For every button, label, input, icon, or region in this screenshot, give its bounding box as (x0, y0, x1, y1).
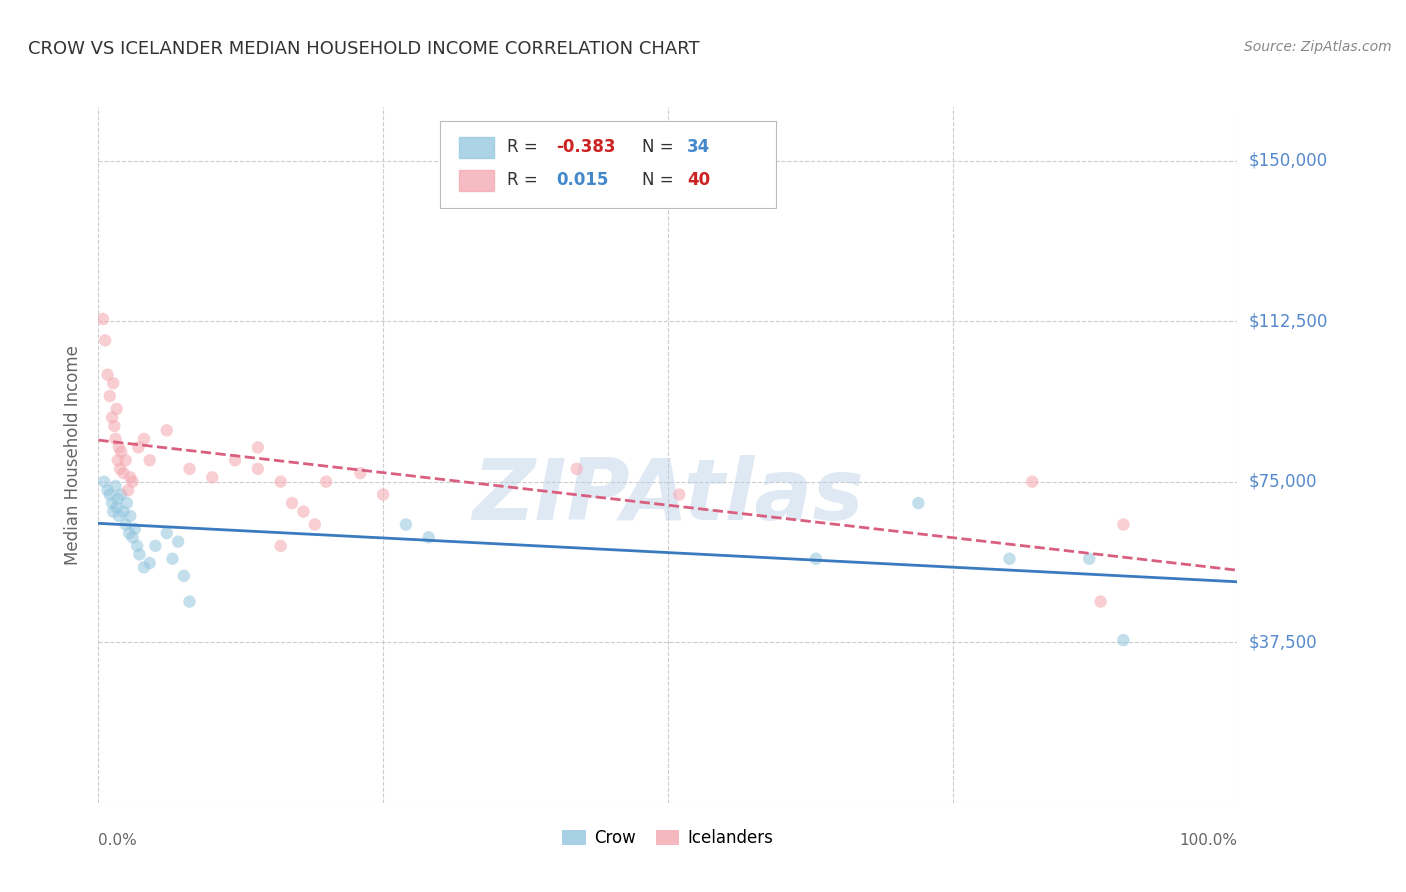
Point (101, 410, 124, 425)
FancyBboxPatch shape (460, 169, 494, 191)
Point (104, 432, 127, 446)
Point (132, 432, 155, 446)
FancyBboxPatch shape (440, 121, 776, 208)
Legend: Crow, Icelanders: Crow, Icelanders (555, 822, 780, 854)
Text: $75,000: $75,000 (1249, 473, 1317, 491)
Point (201, 470, 224, 484)
Text: Source: ZipAtlas.com: Source: ZipAtlas.com (1244, 40, 1392, 54)
Point (121, 475, 143, 489)
Point (94, 334, 117, 348)
Point (103, 505, 125, 519)
Point (105, 500, 128, 515)
Point (246, 462, 269, 476)
Text: $150,000: $150,000 (1249, 152, 1327, 169)
Point (156, 526, 179, 541)
Point (395, 517, 418, 532)
Point (91, 312, 114, 326)
Point (110, 444, 132, 458)
Text: CROW VS ICELANDER MEDIAN HOUSEHOLD INCOME CORRELATION CHART: CROW VS ICELANDER MEDIAN HOUSEHOLD INCOM… (28, 40, 700, 58)
Point (145, 539, 167, 553)
Point (98, 389, 121, 403)
Point (117, 483, 139, 498)
Point (804, 551, 827, 566)
Text: 0.0%: 0.0% (98, 833, 138, 848)
Point (998, 551, 1021, 566)
Point (907, 496, 929, 510)
Point (162, 551, 184, 566)
Point (371, 487, 394, 501)
Point (1078, 551, 1101, 566)
Point (105, 401, 128, 416)
Point (120, 508, 142, 523)
Point (110, 487, 132, 501)
Point (128, 548, 150, 562)
Point (270, 475, 292, 489)
Text: R =: R = (508, 138, 543, 156)
Point (112, 466, 135, 480)
Y-axis label: Median Household Income: Median Household Income (65, 345, 83, 565)
Point (173, 569, 195, 583)
Point (127, 441, 149, 455)
Point (121, 530, 143, 544)
Point (1112, 517, 1135, 532)
Text: $37,500: $37,500 (1249, 633, 1317, 651)
Point (108, 462, 131, 476)
Point (120, 470, 142, 484)
Point (124, 522, 146, 536)
Point (138, 556, 160, 570)
Point (179, 462, 201, 476)
Text: N =: N = (641, 171, 679, 189)
Text: ZIPAtlas: ZIPAtlas (472, 455, 863, 538)
Text: 40: 40 (688, 171, 710, 189)
Point (224, 453, 246, 467)
FancyBboxPatch shape (460, 137, 494, 158)
Point (156, 423, 179, 437)
Point (565, 462, 588, 476)
Text: 0.015: 0.015 (557, 171, 609, 189)
Point (292, 505, 315, 519)
Point (349, 466, 371, 480)
Point (179, 594, 201, 608)
Point (108, 441, 131, 455)
Point (114, 517, 136, 532)
Point (108, 508, 131, 523)
Point (246, 441, 269, 455)
Point (96, 483, 118, 498)
Point (118, 526, 141, 541)
Point (270, 539, 292, 553)
Point (138, 453, 160, 467)
Text: 100.0%: 100.0% (1180, 833, 1237, 848)
Point (115, 496, 138, 510)
Point (1090, 594, 1112, 608)
Point (104, 479, 127, 493)
Point (132, 560, 155, 574)
Point (93, 475, 115, 489)
Point (101, 496, 124, 510)
Text: $112,500: $112,500 (1249, 312, 1327, 330)
Point (668, 487, 690, 501)
Point (1021, 475, 1043, 489)
Point (167, 534, 190, 549)
Text: 34: 34 (688, 138, 710, 156)
Point (304, 517, 326, 532)
Point (112, 505, 135, 519)
Point (96, 368, 118, 382)
Text: N =: N = (641, 138, 679, 156)
Point (103, 376, 125, 391)
Point (315, 475, 337, 489)
Point (127, 539, 149, 553)
Point (107, 491, 129, 506)
Point (103, 419, 125, 434)
Point (418, 530, 440, 544)
Point (114, 453, 136, 467)
Point (1112, 633, 1135, 648)
Point (281, 496, 304, 510)
Point (98, 487, 121, 501)
Text: -0.383: -0.383 (557, 138, 616, 156)
Text: R =: R = (508, 171, 543, 189)
Point (107, 453, 129, 467)
